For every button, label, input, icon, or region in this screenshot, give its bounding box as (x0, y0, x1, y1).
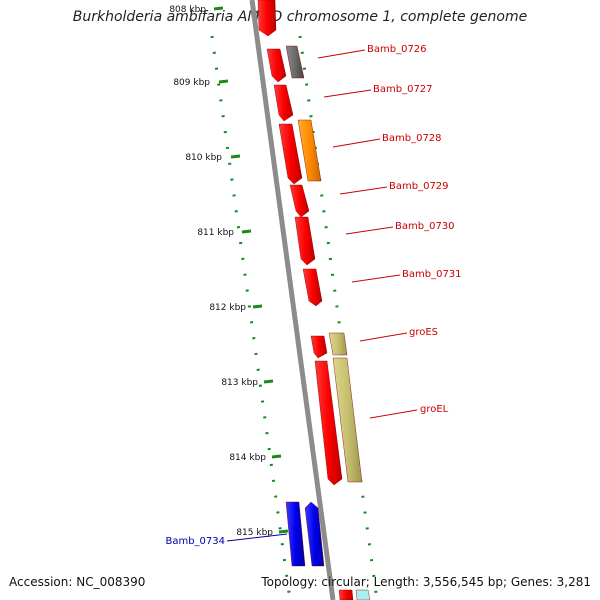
gene-label-leader (351, 274, 401, 283)
gene-label[interactable]: Bamb_0728 (382, 133, 442, 144)
ruler-tick (278, 529, 289, 534)
accession-text: Accession: NC_008390 (9, 575, 146, 589)
gene-label-leader (226, 533, 288, 542)
gene-feature-0727[interactable] (273, 84, 294, 122)
ruler-track-left (210, 35, 292, 600)
gene-label[interactable]: groEL (420, 404, 449, 415)
gene-feature-0734[interactable] (285, 501, 306, 567)
ruler-tick-label: 812 kbp (209, 303, 246, 313)
gene-label[interactable]: Bamb_0727 (373, 84, 433, 95)
gene-feature-0728[interactable] (278, 123, 303, 185)
ruler-tick-label: 813 kbp (221, 378, 258, 388)
gene-label[interactable]: Bamb_0731 (402, 269, 462, 280)
ruler-tick-label: 814 kbp (229, 453, 266, 463)
misc-feature-0728[interactable] (297, 119, 322, 182)
gene-feature-groES[interactable] (310, 335, 328, 359)
gene-label-leader (323, 89, 372, 98)
gene-feature-0734b[interactable] (304, 501, 325, 567)
ruler-tick (213, 6, 224, 11)
gene-feature-0725[interactable] (257, 0, 277, 37)
gene-feature-next[interactable] (338, 589, 354, 600)
gene-label-leader (339, 186, 388, 195)
gene-label[interactable]: Bamb_0729 (389, 181, 449, 192)
genome-backbone (249, 0, 336, 600)
ruler-tick (271, 454, 282, 459)
gene-label[interactable]: groES (409, 327, 438, 338)
ruler-tick-label: 815 kbp (236, 528, 273, 538)
misc-feature-groEL[interactable] (332, 357, 363, 483)
gene-label-leader (345, 226, 394, 235)
ruler-tick (263, 379, 274, 384)
gene-label-leader (359, 332, 408, 342)
gene-label-leader (332, 138, 381, 148)
genome-summary-text: Topology: circular; Length: 3,556,545 bp… (261, 575, 591, 589)
pseudo-feature-0726[interactable] (285, 45, 305, 79)
gene-feature-groEL[interactable] (314, 360, 343, 486)
gene-feature-0731[interactable] (302, 268, 323, 307)
gene-feature-0726[interactable] (266, 48, 287, 83)
gene-label-leader (317, 49, 366, 59)
gene-label[interactable]: Bamb_0726 (367, 44, 427, 55)
gene-label[interactable]: Bamb_0730 (395, 221, 455, 232)
map-title: Burkholderia ambifaria AMMD chromosome 1… (72, 9, 528, 25)
ruler-tick-label: 808 kbp (169, 5, 206, 15)
misc-feature-next[interactable] (355, 589, 371, 600)
ruler-tick (241, 229, 252, 234)
ruler-tick-label: 809 kbp (173, 78, 210, 88)
gene-label-leader (369, 409, 418, 419)
ruler-tick (230, 154, 241, 159)
ruler-tick-label: 811 kbp (197, 228, 234, 238)
ruler-tick-label: 810 kbp (185, 153, 222, 163)
misc-feature-groES[interactable] (328, 332, 348, 356)
ruler-tick (218, 79, 229, 84)
gene-label[interactable]: Bamb_0734 (165, 536, 225, 547)
gene-feature-0730[interactable] (294, 216, 316, 266)
ruler-tick (252, 304, 263, 309)
gene-feature-0729[interactable] (289, 184, 310, 218)
